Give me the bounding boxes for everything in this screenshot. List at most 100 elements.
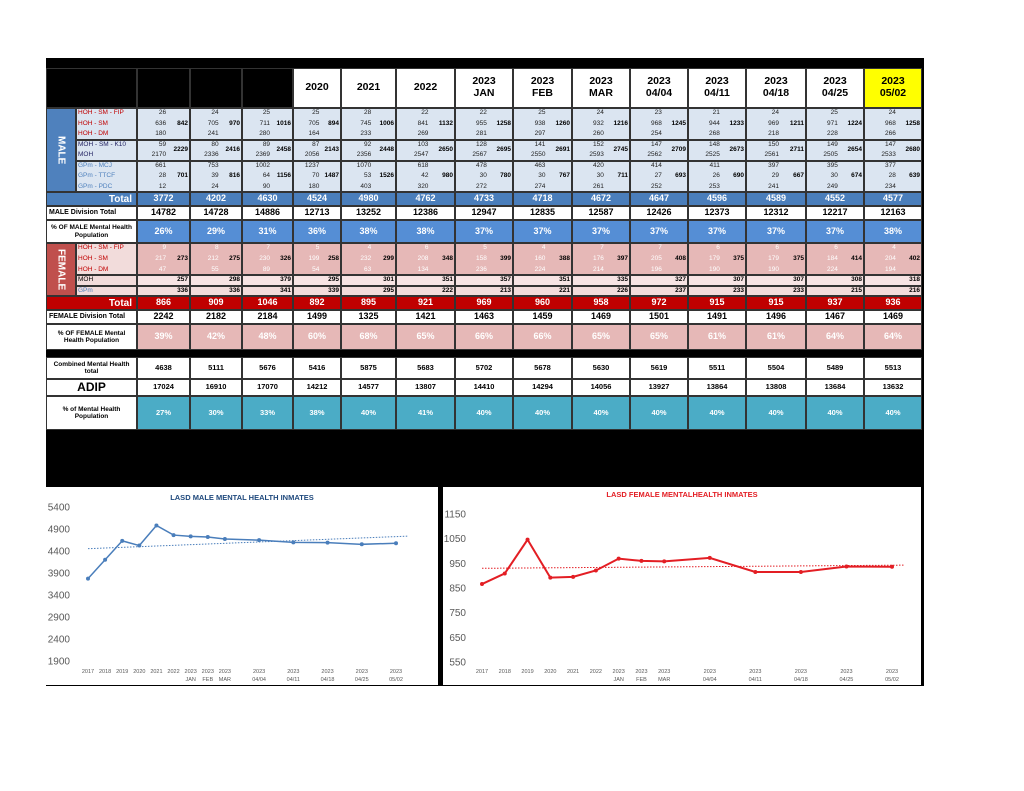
x-tick-label: 2023 [749,669,761,675]
row-value: 705 [308,119,320,127]
row-value: 14212 [293,379,341,396]
data-point [257,538,262,543]
row-value: 351 [442,276,453,284]
row-value: 2562 [647,151,662,159]
data-cell [513,108,572,140]
row-value: 335 [617,276,628,284]
subtotal: 2229 [173,146,188,153]
row-value: 147 [885,140,896,148]
row-value: 13808 [746,379,806,396]
row-value: 1463 [455,310,513,324]
data-point [890,564,894,569]
x-tick-label: 2023 [287,669,299,675]
total-value: 921 [396,296,455,310]
row-value: 5676 [242,357,293,379]
data-cell [864,139,922,161]
row-value: 25 [312,109,320,117]
row-value: 37% [746,220,806,243]
x-tick-label: 2022 [167,669,179,675]
header-text: MAR [589,87,613,99]
row-value: 141 [534,140,546,148]
data-cell [572,285,630,296]
row-value: 241 [768,182,779,190]
row-label: MALE Division Total [46,206,137,220]
row-value: 711 [259,119,271,127]
data-cell [688,243,746,275]
data-cell [190,160,242,192]
subtotal: 402 [909,255,920,262]
data-cell [341,108,396,140]
row-value: 661 [155,161,167,169]
row-value: 320 [417,182,429,190]
row-value: 403 [360,182,372,190]
row-value: 24 [211,109,219,117]
row-value: 2525 [705,151,720,159]
data-cell [746,275,806,286]
data-point [222,537,227,542]
row-value: 23 [654,109,662,117]
header-cell: 2021 [341,68,396,108]
row-value: 194 [885,265,896,273]
row-value: 260 [593,130,604,138]
x-tick-label: 2020 [133,669,145,675]
total-value: 866 [137,296,190,310]
data-cell [293,108,341,140]
row-value: 12386 [396,206,455,220]
total-value: 892 [293,296,341,310]
row-value: 40% [806,396,864,430]
row-value: 5 [483,244,487,252]
y-tick-label: 750 [449,608,466,619]
row-value: 26 [158,109,167,117]
header-cell [137,68,190,108]
data-cell [341,275,396,286]
row-value: 36% [293,220,341,243]
row-value: 147 [651,140,662,148]
row-value: 24 [211,182,219,190]
row-value: 395 [827,161,838,169]
row-value: 17070 [242,379,293,396]
header-text: 04/04 [645,87,673,99]
data-cell [630,108,688,140]
row-label: HOH - DM [78,130,109,138]
row-value: 40% [572,396,630,430]
total-value: 909 [190,296,242,310]
row-value: 29 [771,172,779,180]
row-value: 269 [417,130,429,138]
row-value: 1325 [341,310,396,324]
total-value: 4202 [190,192,242,206]
row-value: 5416 [293,357,341,379]
data-cell [455,160,513,192]
data-point [844,564,849,569]
row-value: 14886 [242,206,293,220]
subtotal: 2745 [613,146,628,153]
subtotal: 275 [229,255,240,262]
row-value: 28 [364,109,372,117]
chart: LASD FEMALE MENTALHEALTH INMATES 550 650 75… [443,487,921,685]
header-cell [190,68,242,108]
subtotal: 258 [328,255,339,262]
row-value: 89 [262,265,271,273]
data-cell [396,139,455,161]
total-value: 4577 [864,192,922,206]
row-value: 25 [538,109,546,117]
row-value: 2170 [151,151,167,159]
row-value: 4 [367,244,372,252]
header-cell: 2023 04/04 [630,68,688,108]
row-value: 2242 [137,310,190,324]
row-value: 6 [775,244,779,252]
row-value: 65% [396,324,455,350]
row-value: 969 [768,119,779,127]
row-value: 208 [417,255,429,262]
label-cell [76,108,137,140]
data-cell [630,275,688,286]
row-value: 5513 [864,357,922,379]
subtotal: 2673 [729,146,744,153]
subtotal: 2416 [225,146,240,153]
row-value: 233 [793,286,804,294]
y-tick-label: 2900 [48,613,71,624]
data-point [205,535,210,540]
data-cell [341,160,396,192]
data-cell [688,285,746,296]
row-value: 4638 [137,357,190,379]
